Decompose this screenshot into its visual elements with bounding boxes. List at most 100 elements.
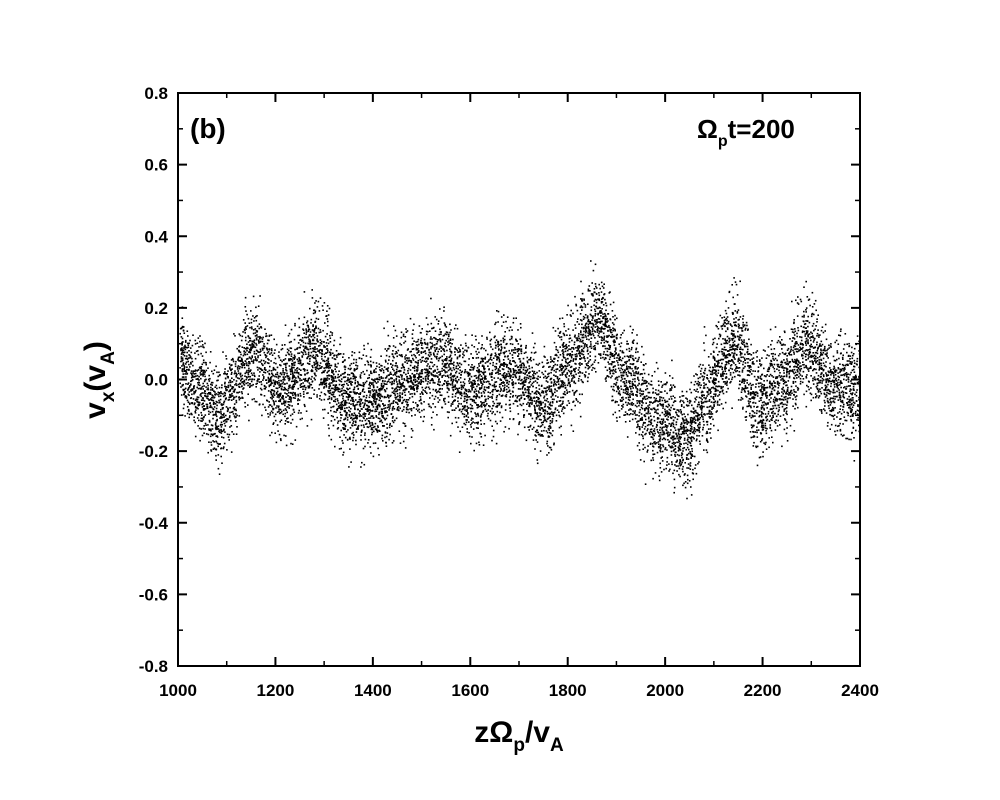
scatter-point bbox=[630, 348, 633, 351]
scatter-point bbox=[531, 332, 534, 334]
scatter-point bbox=[498, 360, 501, 362]
scatter-point bbox=[761, 387, 763, 389]
scatter-point bbox=[452, 363, 454, 365]
scatter-point bbox=[498, 353, 501, 355]
scatter-point bbox=[659, 404, 662, 406]
scatter-point bbox=[537, 375, 539, 378]
scatter-point bbox=[836, 395, 838, 398]
scatter-point bbox=[504, 409, 507, 411]
scatter-point bbox=[768, 375, 771, 377]
scatter-point bbox=[273, 402, 275, 405]
scatter-point bbox=[562, 343, 564, 345]
scatter-point bbox=[579, 364, 581, 366]
scatter-point bbox=[553, 361, 555, 363]
scatter-point bbox=[731, 311, 734, 314]
scatter-point bbox=[467, 372, 470, 375]
scatter-point bbox=[703, 385, 705, 387]
scatter-point bbox=[687, 438, 689, 440]
scatter-point bbox=[428, 371, 431, 374]
scatter-point bbox=[200, 387, 203, 389]
scatter-point bbox=[316, 396, 318, 398]
scatter-point bbox=[362, 354, 365, 356]
scatter-point bbox=[212, 408, 215, 411]
scatter-point bbox=[191, 344, 194, 347]
scatter-point bbox=[848, 345, 850, 348]
scatter-point bbox=[786, 413, 788, 416]
scatter-point bbox=[759, 360, 761, 362]
scatter-point bbox=[836, 352, 839, 354]
scatter-point bbox=[584, 327, 587, 330]
scatter-point bbox=[660, 457, 662, 459]
scatter-point bbox=[205, 433, 208, 435]
scatter-point bbox=[829, 345, 832, 347]
scatter-point bbox=[850, 418, 852, 421]
scatter-point bbox=[840, 418, 842, 420]
scatter-point bbox=[332, 379, 335, 382]
scatter-point bbox=[642, 424, 644, 426]
scatter-point bbox=[328, 397, 331, 400]
scatter-point bbox=[298, 360, 301, 362]
scatter-point bbox=[268, 359, 270, 361]
scatter-point bbox=[697, 417, 699, 420]
scatter-point bbox=[417, 364, 419, 366]
scatter-point bbox=[704, 367, 707, 370]
scatter-point bbox=[258, 381, 261, 383]
scatter-point bbox=[371, 423, 374, 425]
scatter-point bbox=[503, 372, 506, 374]
scatter-point bbox=[563, 370, 566, 372]
scatter-point bbox=[467, 396, 470, 398]
scatter-point bbox=[362, 447, 365, 450]
scatter-point bbox=[481, 344, 483, 346]
scatter-point bbox=[837, 412, 839, 414]
scatter-point bbox=[535, 439, 537, 441]
scatter-point bbox=[434, 406, 437, 408]
scatter-point bbox=[366, 426, 369, 428]
scatter-point bbox=[732, 361, 734, 363]
scatter-point bbox=[726, 339, 729, 342]
scatter-point bbox=[349, 387, 351, 390]
scatter-point bbox=[234, 416, 236, 419]
scatter-point bbox=[341, 414, 343, 416]
scatter-point bbox=[187, 382, 190, 384]
scatter-point bbox=[852, 353, 855, 355]
scatter-point bbox=[750, 406, 752, 409]
scatter-point bbox=[839, 371, 841, 374]
scatter-point bbox=[412, 348, 415, 350]
scatter-point bbox=[647, 412, 649, 415]
scatter-point bbox=[478, 374, 480, 377]
scatter-point bbox=[419, 372, 422, 375]
scatter-point bbox=[606, 350, 609, 353]
scatter-point bbox=[567, 369, 570, 372]
scatter-point bbox=[371, 427, 373, 429]
scatter-point bbox=[742, 318, 744, 320]
scatter-point bbox=[767, 370, 770, 373]
scatter-point bbox=[455, 367, 457, 370]
scatter-point bbox=[730, 380, 732, 383]
scatter-point bbox=[426, 383, 429, 385]
scatter-point bbox=[503, 388, 505, 390]
scatter-point bbox=[240, 353, 242, 356]
scatter-point bbox=[357, 383, 360, 386]
scatter-point bbox=[417, 361, 419, 364]
scatter-point bbox=[195, 375, 197, 377]
scatter-point bbox=[716, 385, 719, 388]
scatter-point bbox=[203, 392, 205, 394]
scatter-point bbox=[323, 367, 325, 369]
scatter-point bbox=[780, 375, 783, 377]
scatter-point bbox=[783, 369, 785, 372]
scatter-point bbox=[749, 382, 752, 385]
scatter-point bbox=[778, 384, 780, 387]
scatter-point bbox=[217, 467, 220, 470]
scatter-point bbox=[568, 370, 571, 373]
scatter-point bbox=[858, 430, 861, 433]
scatter-point bbox=[639, 392, 641, 395]
scatter-point bbox=[404, 447, 407, 449]
scatter-point bbox=[523, 366, 525, 369]
scatter-point bbox=[417, 338, 420, 341]
scatter-point bbox=[687, 452, 690, 455]
scatter-point bbox=[246, 349, 248, 352]
scatter-point bbox=[629, 366, 631, 368]
scatter-point bbox=[217, 425, 220, 428]
scatter-point bbox=[670, 429, 672, 431]
scatter-point bbox=[210, 381, 213, 384]
